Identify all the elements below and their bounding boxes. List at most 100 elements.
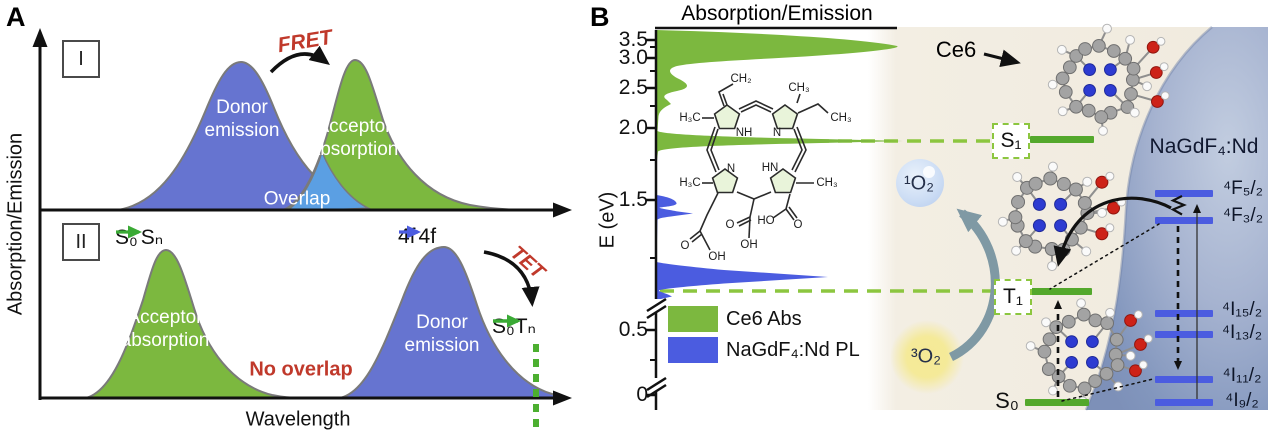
- ce6-absorption-spectrum: [656, 30, 903, 160]
- no-overlap-label: No overlap: [249, 358, 353, 381]
- structure-atom-label: O: [793, 219, 803, 231]
- s1-text: S₁: [1000, 129, 1022, 152]
- singlet-oxygen-label: ¹O₂: [904, 172, 934, 195]
- nd-level-label-4f32: ⁴F₃/₂: [1222, 205, 1264, 226]
- 4f-4f-transition: 4f 4f: [398, 225, 436, 249]
- section-2-label: II: [75, 230, 87, 253]
- legend-swatch-ce6-abs: [668, 306, 718, 332]
- s1-level-bar: [1030, 136, 1094, 143]
- tick-1-5: 1.5: [618, 188, 648, 211]
- panel-a-y-axis-arrowhead: [32, 28, 48, 47]
- tick-0: 0: [636, 383, 648, 406]
- acceptor-absorption-curve-top: [282, 58, 529, 211]
- acceptor-b-l1: Acceptor: [127, 307, 203, 328]
- minor-ticks: [650, 46, 656, 361]
- s0-level-label: S₀: [995, 388, 1019, 413]
- ce6-skeletal-structure: [689, 83, 829, 251]
- ce6-molecule-models: [997, 23, 1170, 407]
- structure-atom-label: CH₃: [788, 82, 810, 94]
- section-1-label: I: [78, 47, 84, 70]
- tick-3-0: 3.0: [618, 46, 648, 69]
- 4i112-level-bar: [1155, 376, 1213, 383]
- axis-break-marks: [646, 297, 667, 399]
- acceptor-l2: absorption: [309, 139, 399, 160]
- blue-arrow-icon: [399, 225, 421, 239]
- donor-l1: Donor: [216, 97, 268, 118]
- nd-level-label-4f52: ⁴F₅/₂: [1222, 178, 1264, 199]
- acceptor-b-l2: absorption: [120, 330, 210, 351]
- acceptor-absorption-label-top: Acceptor absorption: [310, 115, 399, 161]
- nd-level-label-4i152: ⁴I₁₅/₂: [1221, 299, 1263, 320]
- major-ticks: [646, 38, 656, 397]
- structure-atom-label: NH: [735, 127, 753, 139]
- panel-b-graphics: [646, 23, 1268, 411]
- structure-atom-label: HN: [761, 162, 779, 174]
- nd-level-label-4i132: ⁴I₁₃/₂: [1221, 322, 1263, 343]
- donor-l2: emission: [204, 120, 280, 141]
- panel-b-letter: B: [590, 2, 610, 32]
- energy-level-bars: [1025, 136, 1213, 406]
- ce6-molecule-label: Ce6: [935, 37, 977, 62]
- structure-atom-label: CH₃: [830, 112, 852, 124]
- nagdf4-nd-pl-spectrum: [656, 195, 828, 300]
- 4i92-level-bar: [1155, 399, 1213, 406]
- tet-curved-arrow: [1053, 196, 1172, 267]
- sn-text: Sₙ: [140, 226, 164, 249]
- acceptor-absorption-label-bottom: Acceptor absorption: [121, 306, 210, 352]
- 4i152-level-bar: [1155, 310, 1213, 317]
- transition-arrows: [1049, 195, 1201, 402]
- 4i132-level-bar: [1155, 331, 1213, 338]
- structure-atom-label: N: [726, 163, 736, 175]
- nanoparticle-sphere-rim: [1084, 26, 1213, 411]
- s0-i112-dotted-line: [1061, 378, 1154, 402]
- tick-2-5: 2.5: [618, 76, 648, 99]
- 4f52-level-bar: [1155, 190, 1213, 197]
- structure-atom-label: HO: [757, 215, 775, 227]
- tet-arrow: [483, 250, 540, 307]
- t1-text: T₁: [1003, 285, 1023, 308]
- ce6-molecule-model: [1025, 298, 1153, 407]
- ce6-molecule-model: [1047, 23, 1170, 136]
- nanoparticle-label: NaGdF₄:Nd: [1149, 135, 1259, 158]
- structure-atom-label: N: [772, 127, 782, 139]
- tick-0-5: 0.5: [618, 318, 648, 341]
- legend-label-ce6-abs: Ce6 Abs: [726, 308, 802, 330]
- tick-2-0: 2.0: [618, 116, 648, 139]
- triplet-oxygen-label: ³O₂: [911, 345, 941, 368]
- panel-a-letter: A: [6, 2, 26, 32]
- donor-emission-label-top: Donor emission: [205, 96, 280, 142]
- panel-a-x-axis-label: Wavelength: [245, 408, 351, 431]
- fret-arrow: [269, 45, 330, 74]
- structure-atom-label: OH: [740, 239, 758, 251]
- t1-level-labelbox: T₁: [994, 279, 1032, 315]
- legend-label-nagdf4-pl: NaGdF₄:Nd PL: [726, 339, 860, 361]
- donor-b-l2: emission: [404, 335, 480, 356]
- section-2-box: II: [62, 223, 100, 261]
- section-1-box: I: [62, 40, 100, 78]
- ce6-molecule-model: [997, 161, 1127, 272]
- donor-b-l1: Donor: [416, 312, 468, 333]
- s1-level-labelbox: S₁: [992, 123, 1030, 159]
- acceptor-l1: Acceptor: [316, 116, 392, 137]
- s0-tn-transition: S₀ Tₙ: [492, 314, 536, 339]
- ce6-pointer-arrow: [983, 49, 1021, 68]
- 4f32-level-bar: [1155, 217, 1213, 224]
- panel-a-y-axis-label: Absorption/Emission: [4, 132, 27, 316]
- acceptor-absorption-curve-bottom: [85, 248, 301, 399]
- structure-atom-label: CH₂: [730, 73, 752, 85]
- panel-a-baseline-bottom-arrowhead: [553, 390, 572, 406]
- donor-emission-curve-bottom: [339, 245, 569, 399]
- singlet-oxygen-highlight: [923, 166, 935, 178]
- structure-atom-label: H₃C: [679, 112, 701, 124]
- structure-atom-label: OH: [708, 251, 726, 263]
- green-arrow-icon: [116, 225, 142, 239]
- s0-level-bar: [1025, 399, 1089, 406]
- donor-emission-label-bottom: Donor emission: [405, 311, 480, 357]
- nd-level-label-4i92: ⁴I₉/₂: [1225, 390, 1259, 411]
- green-arrow-icon-2: [493, 314, 521, 328]
- pyrrole-rings: [711, 104, 799, 194]
- t1-level-bar: [1028, 288, 1092, 295]
- panel-a-baseline-top-arrowhead: [553, 202, 572, 218]
